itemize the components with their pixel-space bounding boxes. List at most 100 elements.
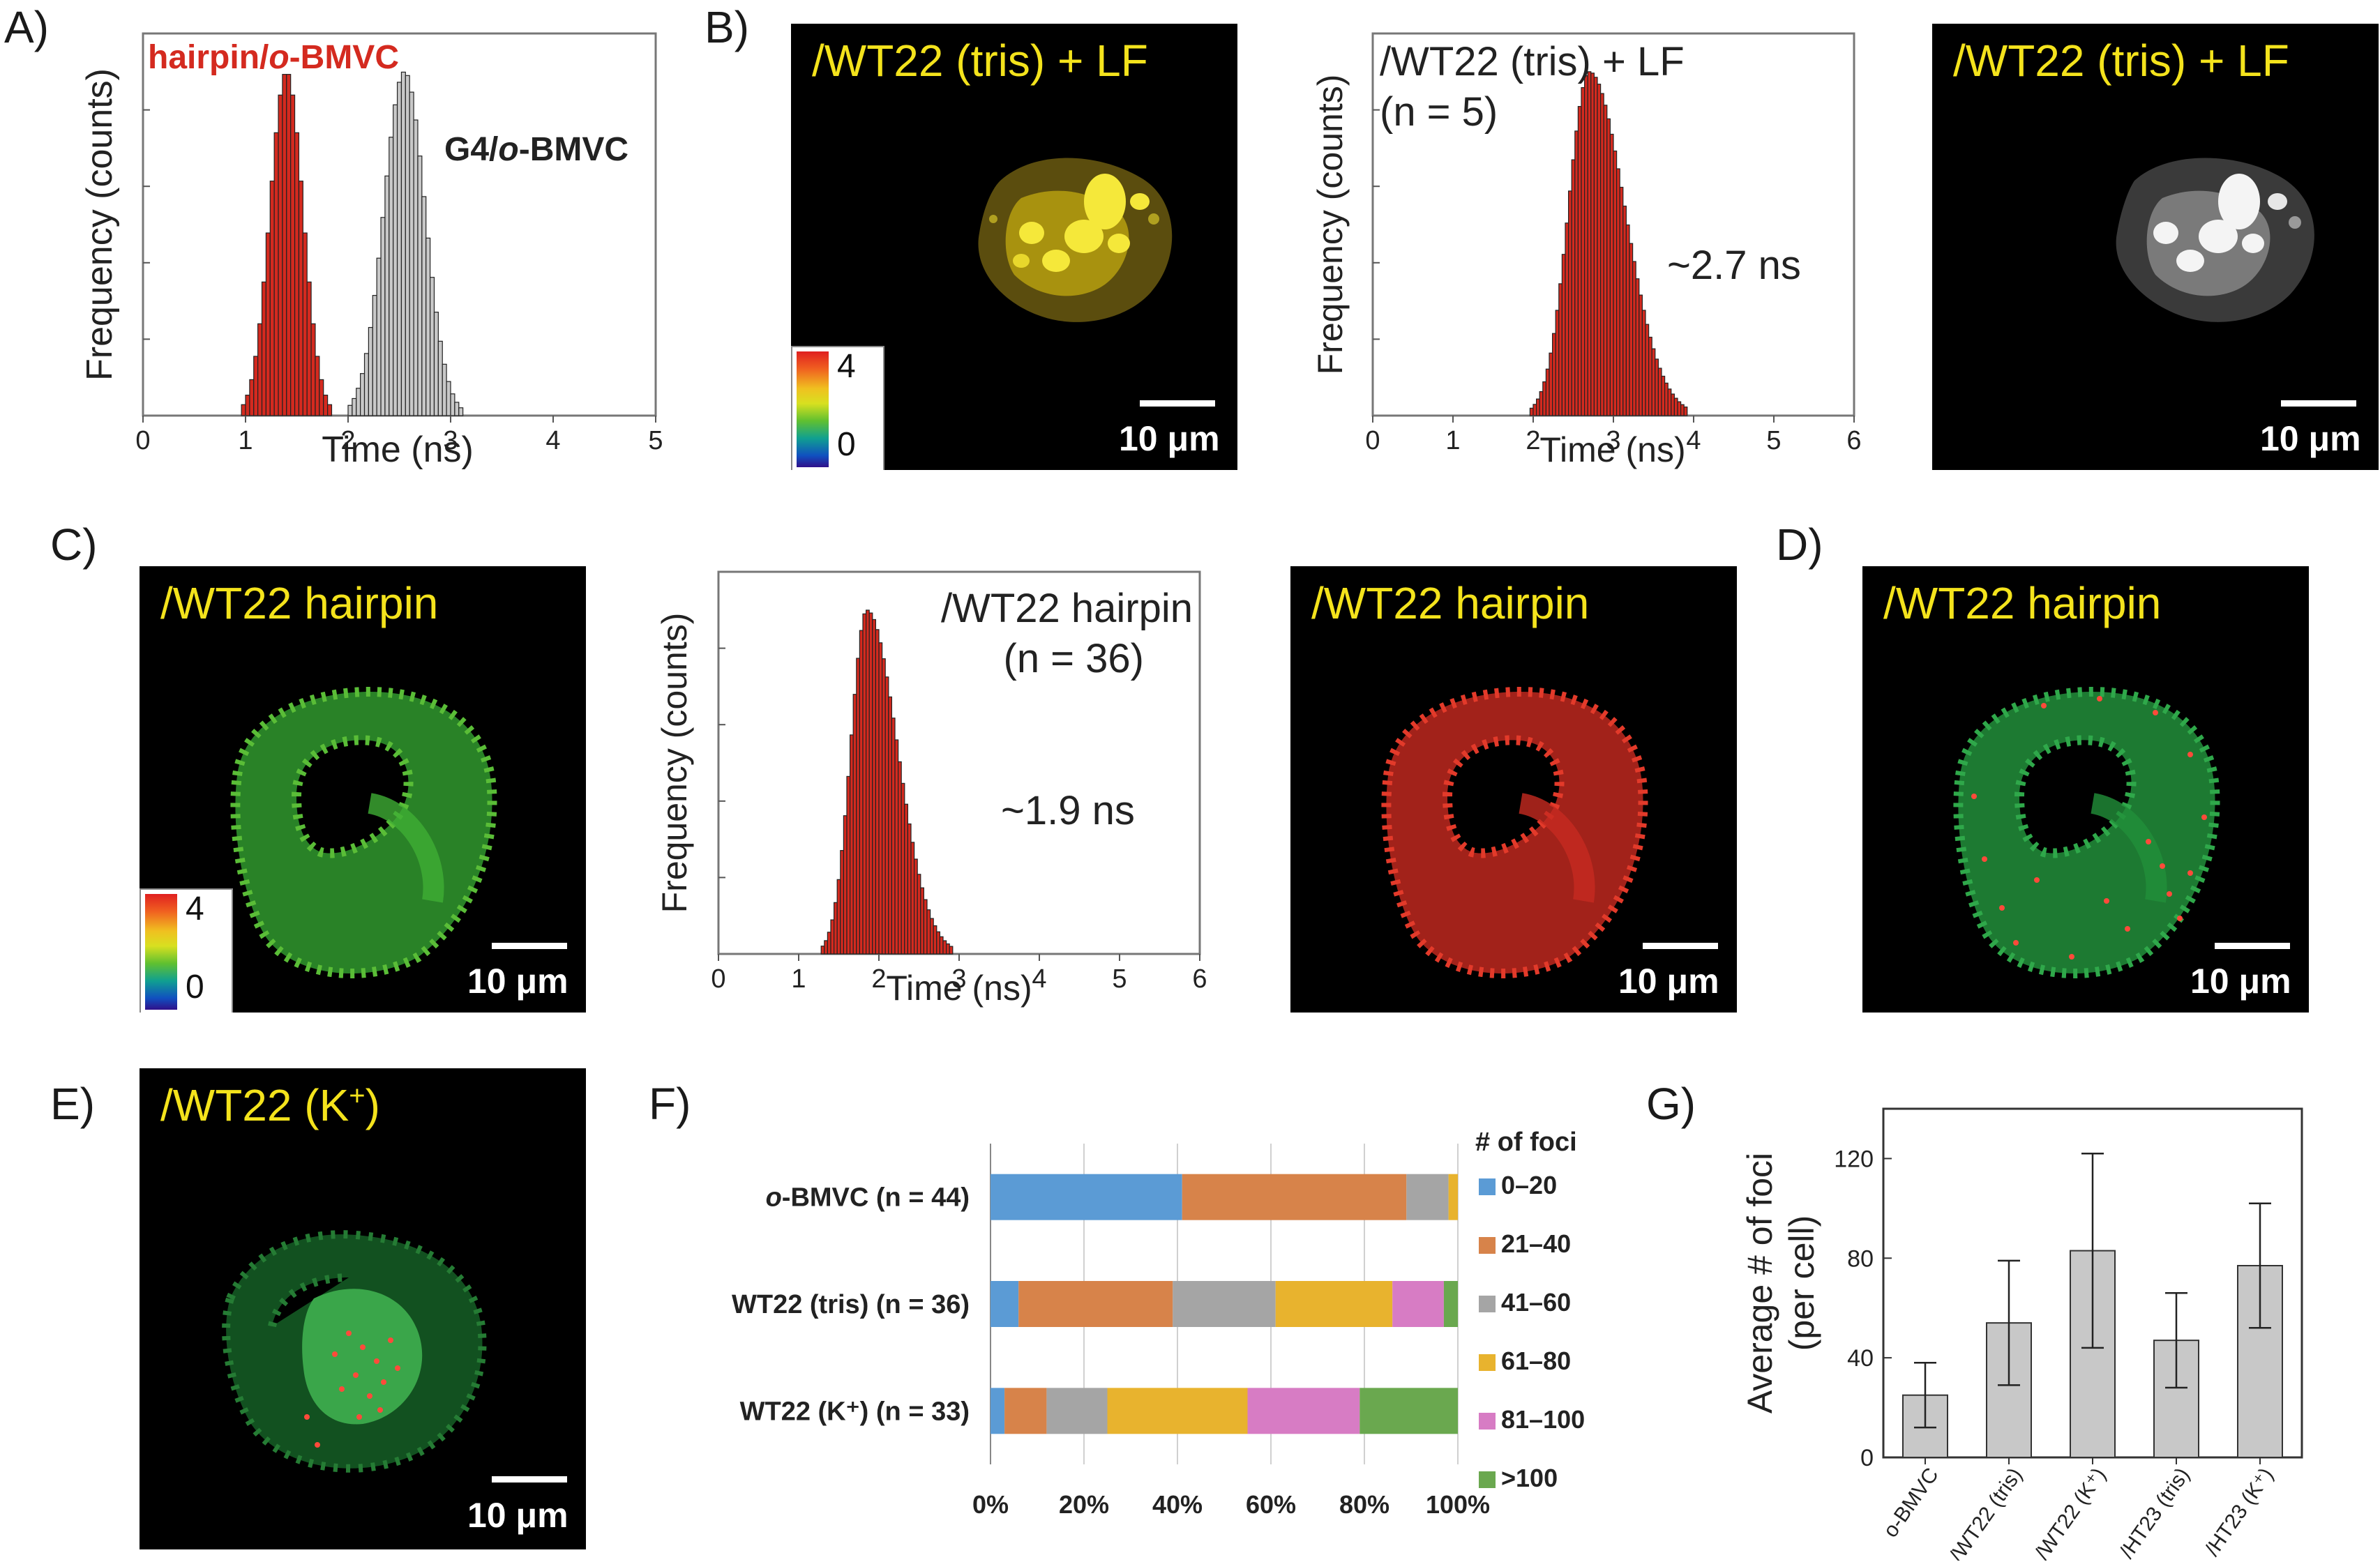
- chart-c-bar: [846, 775, 851, 955]
- chart-b-xtick-label: 5: [1766, 426, 1781, 455]
- scalebar-b-right-label: 10 μm: [2260, 419, 2361, 458]
- chart-a: 0 1 2 3 4 5 Time (ns) Frequency (counts) hair…: [80, 32, 663, 470]
- chart-a-bar: [347, 404, 353, 416]
- chart-b-xtick-label: 1: [1445, 426, 1460, 455]
- chart-b-bar: [1536, 398, 1540, 416]
- chart-b-xtick-label: 3: [1606, 426, 1620, 455]
- chart-a-bar: [429, 277, 435, 416]
- chart-c-bar: [836, 879, 841, 955]
- chart-b-bar: [1657, 367, 1662, 416]
- chart-f-legend-label: 81–100: [1501, 1405, 1585, 1434]
- chart-a-bar: [356, 388, 361, 416]
- chart-a-xtick-label: 3: [443, 426, 458, 455]
- chart-b-bar: [1671, 393, 1675, 416]
- chart-c-bar: [949, 946, 954, 955]
- chart-b-bar: [1571, 159, 1576, 416]
- chart-a-bar: [446, 381, 451, 416]
- chart-b-bar: [1568, 190, 1572, 416]
- chart-g-ytick-label: 40: [1847, 1345, 1874, 1372]
- chart-b-bar: [1677, 401, 1682, 416]
- chart-b-bar: [1584, 75, 1588, 416]
- chart-c-bar: [898, 761, 902, 955]
- chart-b-xtick-label: 2: [1526, 426, 1540, 455]
- chart-f-legend-label: 21–40: [1501, 1229, 1571, 1258]
- chart-c-xtick-label: 5: [1112, 964, 1127, 994]
- cell-e-overlay: [222, 1230, 487, 1473]
- panel-letter-g: G): [1646, 1079, 1696, 1129]
- chart-c-bar: [888, 696, 892, 955]
- chart-c-bar: [834, 902, 838, 955]
- chart-c-bar: [824, 940, 828, 955]
- chart-c-bar: [850, 734, 854, 955]
- chart-f-segment: [1360, 1388, 1458, 1434]
- chart-a-bar: [286, 74, 292, 416]
- chart-f-xtick-label: 20%: [1059, 1490, 1109, 1519]
- chart-f-legend-title: # of foci: [1475, 1128, 1577, 1157]
- chart-b-bar: [1574, 130, 1579, 416]
- chart-c-bar: [942, 940, 947, 955]
- scalebar-c-right-label: 10 μm: [1618, 962, 1719, 1001]
- chart-f-segment: [1275, 1281, 1393, 1327]
- chart-b-xtick-label: 0: [1365, 426, 1380, 455]
- chart-b-bar: [1597, 84, 1602, 416]
- chart-a-xlabel: Time (ns): [322, 430, 474, 470]
- chart-a-bar: [421, 196, 427, 416]
- chart-c-bar: [856, 658, 860, 955]
- scalebar-c-left-label: 10 μm: [467, 962, 568, 1001]
- chart-b-bar: [1555, 310, 1560, 416]
- chart-b-xtick-label: 6: [1846, 426, 1861, 455]
- chart-a-bar: [249, 379, 255, 416]
- chart-a-bar: [454, 402, 460, 416]
- colorbar-b-max: 4: [837, 348, 856, 385]
- chart-b: 0 1 2 3 4 5 6 /WT22 (tris) + LF (n = 5) ~2.7 n…: [1311, 32, 1862, 469]
- cell-b-gray: [2116, 158, 2314, 322]
- chart-f-legend-label: 61–80: [1501, 1347, 1571, 1375]
- chart-c-bar: [840, 850, 844, 955]
- chart-a-bar: [294, 132, 300, 416]
- chart-a-bar: [396, 82, 402, 416]
- chart-a-bar: [360, 373, 366, 416]
- chart-b-bar: [1587, 71, 1592, 416]
- image-c-left-title: /WT22 hairpin: [160, 578, 439, 628]
- image-e-title: /WT22 (K+): [160, 1079, 380, 1131]
- chart-g-category-label: /WT22 (tris): [1945, 1464, 2027, 1561]
- chart-a-bar: [376, 257, 382, 416]
- chart-f-category-label: o-BMVC (n = 44): [766, 1183, 970, 1213]
- image-b-left: /WT22 (tris) + LF 4 0 10 μm: [791, 24, 1237, 470]
- chart-a-xtick-label: 1: [238, 426, 253, 455]
- chart-b-bar: [1558, 283, 1562, 416]
- chart-c-bar: [868, 612, 873, 955]
- chart-c-bar: [830, 919, 835, 955]
- chart-f-legend-label: >100: [1501, 1464, 1558, 1492]
- chart-c-bar: [820, 946, 825, 955]
- chart-c-label-2: (n = 36): [1004, 636, 1145, 681]
- chart-c-bar: [859, 630, 864, 955]
- chart-a-bar: [368, 326, 373, 416]
- chart-b-bar: [1673, 397, 1678, 416]
- chart-b-bar: [1606, 118, 1611, 416]
- image-e-title-sup: +: [349, 1080, 366, 1112]
- chart-c-xtick-label: 0: [711, 964, 725, 994]
- scalebar-d-label: 10 μm: [2190, 962, 2291, 1001]
- chart-b-bar: [1661, 375, 1666, 416]
- chart-g-ytick-label: 0: [1860, 1445, 1874, 1471]
- chart-a-bar: [241, 404, 246, 416]
- chart-f-legend-swatch: [1479, 1237, 1496, 1254]
- chart-f-legend-label: 0–20: [1501, 1171, 1557, 1199]
- chart-b-bar: [1561, 254, 1566, 416]
- chart-c-bar: [872, 619, 876, 955]
- chart-c-xtick-label: 1: [791, 964, 806, 994]
- chart-a-bar: [257, 323, 263, 416]
- cell-d-overlay: [1953, 686, 2220, 978]
- chart-c-annotation: ~1.9 ns: [1001, 788, 1135, 833]
- scalebar-b-left-label: 10 μm: [1119, 419, 1220, 458]
- chart-f-segment: [991, 1281, 1019, 1327]
- chart-f-segment: [1448, 1174, 1458, 1220]
- chart-c-ylabel: Frequency (counts): [655, 613, 694, 913]
- chart-b-bar: [1645, 324, 1650, 416]
- chart-c-bar: [843, 815, 848, 955]
- chart-f-xtick-label: 60%: [1246, 1490, 1296, 1519]
- chart-b-label-1: /WT22 (tris) + LF: [1380, 39, 1685, 84]
- chart-c-bar: [930, 918, 934, 955]
- chart-f-segment: [991, 1388, 1005, 1434]
